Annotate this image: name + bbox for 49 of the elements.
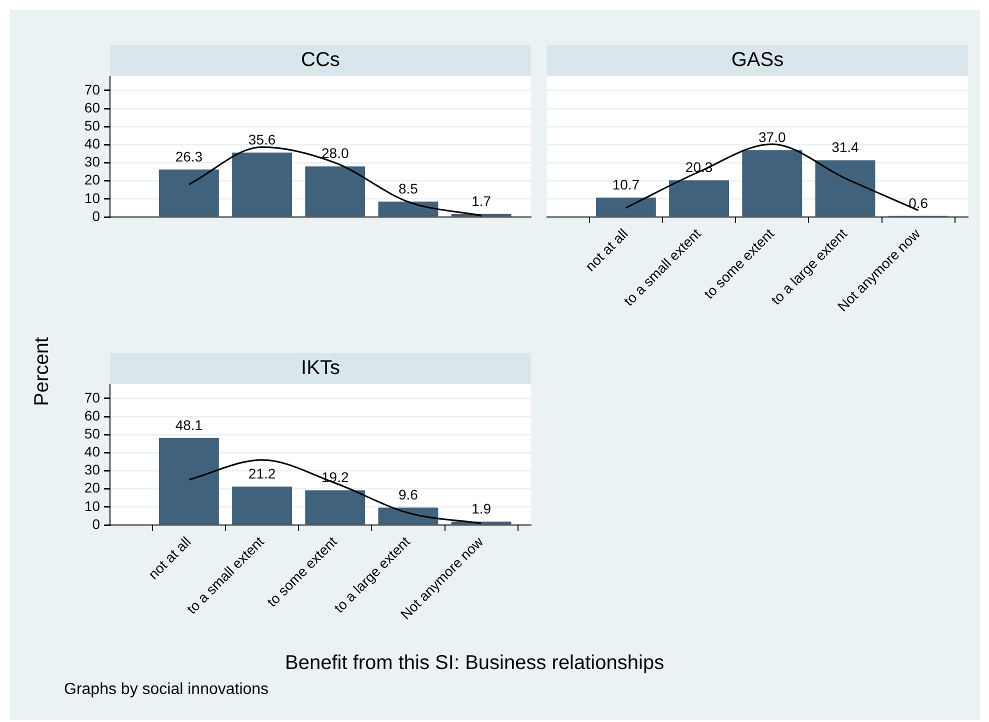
chart-title: CCs — [110, 45, 531, 76]
data-label: 31.4 — [832, 139, 860, 156]
data-label: 48.1 — [175, 416, 203, 433]
y-tick-label: 60 — [84, 407, 100, 424]
y-tick-label: 70 — [84, 389, 100, 406]
y-tick-label: 20 — [84, 172, 100, 188]
chart-title: IKTs — [110, 353, 531, 384]
data-label: 28.0 — [321, 145, 349, 162]
y-tick-label: 20 — [84, 480, 100, 496]
data-label: 9.6 — [398, 486, 418, 503]
y-tick-label: 0 — [92, 516, 100, 532]
y-tick-label: 70 — [84, 81, 100, 98]
y-tick-label: 30 — [84, 462, 100, 478]
bar — [158, 438, 219, 524]
bar — [669, 180, 729, 216]
data-label: 19.2 — [321, 469, 349, 486]
x-tick-label: not at all — [582, 225, 631, 274]
y-tick-label: 40 — [84, 136, 100, 152]
bar — [378, 508, 438, 524]
data-label: 26.3 — [175, 148, 203, 164]
data-label: 8.5 — [398, 180, 418, 196]
x-tick-label: not at all — [145, 533, 194, 582]
bar — [378, 202, 438, 216]
data-label: 37.0 — [758, 128, 786, 145]
bar — [742, 150, 802, 216]
y-tick-label: 60 — [84, 99, 100, 116]
y-tick-label: 10 — [84, 498, 100, 514]
data-label: 10.7 — [612, 176, 640, 193]
data-label: 21.2 — [248, 466, 276, 482]
data-label: 1.9 — [472, 500, 492, 516]
data-label: 1.7 — [472, 192, 492, 209]
x-axis-title: Benefit from this SI: Business relationships — [285, 652, 664, 675]
bar — [232, 152, 292, 216]
bar — [596, 198, 656, 216]
bar — [305, 166, 366, 216]
y-axis-title: Percent — [30, 337, 54, 406]
y-tick-label: 50 — [84, 117, 100, 134]
chart-title: GASs — [547, 45, 968, 76]
bar — [305, 490, 366, 524]
bar — [815, 160, 876, 216]
bar — [232, 486, 292, 524]
text: Graphs by social innovations — [64, 681, 269, 699]
data-label: 35.6 — [248, 132, 276, 148]
y-tick-label: 40 — [84, 444, 100, 460]
bar — [158, 169, 219, 216]
y-tick-label: 10 — [84, 190, 100, 206]
y-tick-label: 30 — [84, 154, 100, 170]
y-tick-label: 50 — [84, 425, 100, 442]
y-tick-label: 0 — [92, 208, 100, 224]
